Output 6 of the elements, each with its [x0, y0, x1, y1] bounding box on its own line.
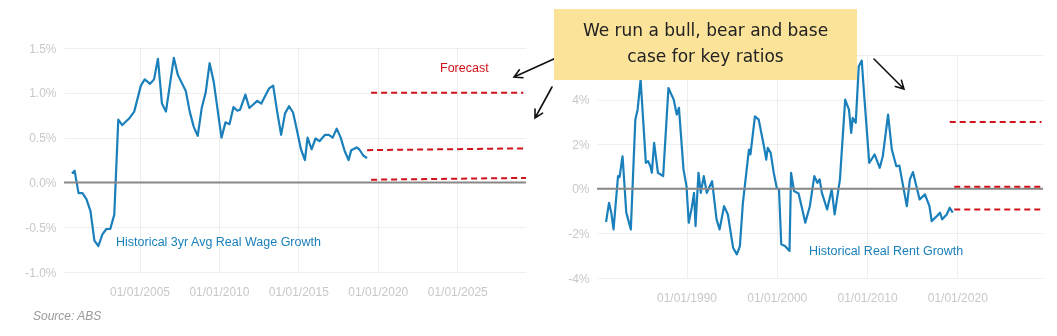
series-label: Historical 3yr Avg Real Wage Growth [116, 235, 321, 249]
line-series [70, 56, 369, 248]
annotation: Forecast [440, 61, 489, 75]
callout-note: We run a bull, bear and base case for key ratios [554, 9, 857, 80]
source-note: Source: ABS [33, 309, 102, 323]
series-label: Historical Real Rent Growth [809, 244, 964, 258]
